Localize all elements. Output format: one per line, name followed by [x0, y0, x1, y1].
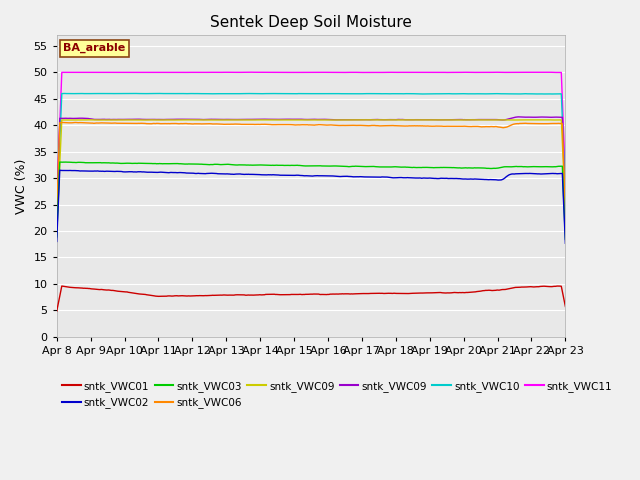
Title: Sentek Deep Soil Moisture: Sentek Deep Soil Moisture [210, 15, 412, 30]
Y-axis label: VWC (%): VWC (%) [15, 158, 28, 214]
Text: BA_arable: BA_arable [63, 43, 125, 53]
Legend: sntk_VWC01, sntk_VWC02, sntk_VWC03, sntk_VWC06, sntk_VWC09, sntk_VWC09, sntk_VWC: sntk_VWC01, sntk_VWC02, sntk_VWC03, sntk… [62, 381, 612, 408]
